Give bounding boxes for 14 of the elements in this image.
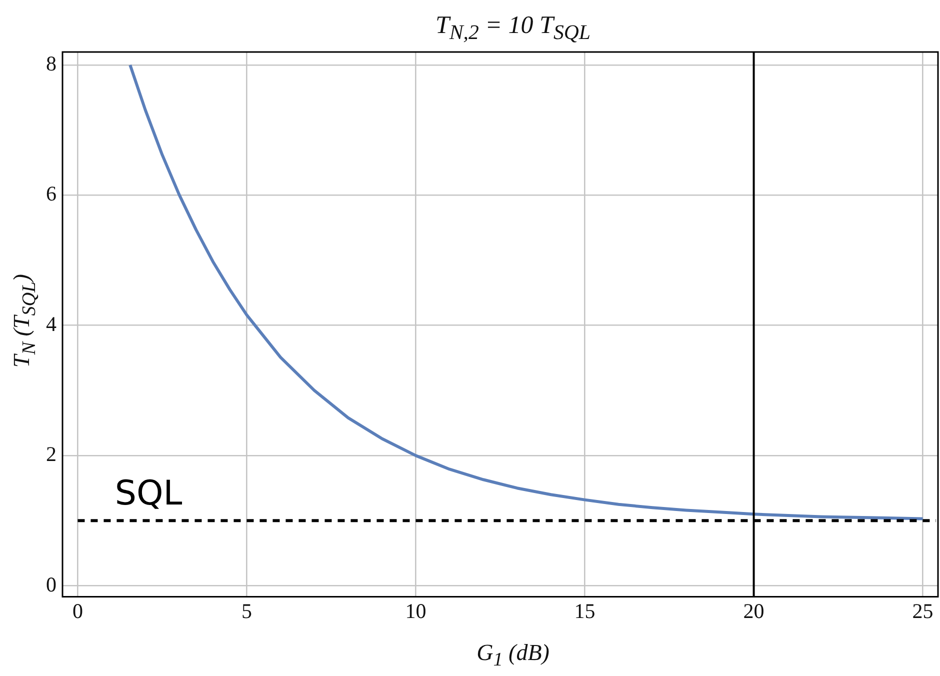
x-tick-label: 5 — [241, 598, 252, 623]
x-axis-title: G$_{1}$ (dB) — [476, 640, 550, 672]
y-tick-label: 0 — [46, 572, 56, 596]
ref-line-label: SQL — [114, 473, 182, 514]
x-tick-label: 15 — [574, 598, 596, 623]
chart-title: T$_{N,2}$ = 10 T$_{SQL}$ — [434, 12, 592, 45]
y-tick-label: 6 — [46, 182, 56, 206]
x-tick-label: 0 — [72, 598, 83, 623]
x-tick-label: 20 — [743, 598, 764, 623]
x-tick-label: 25 — [912, 598, 934, 623]
y-tick-label: 2 — [46, 442, 56, 466]
y-tick-label: 8 — [46, 52, 56, 76]
y-tick-label: 4 — [46, 312, 57, 336]
x-tick-label: 10 — [405, 598, 426, 623]
